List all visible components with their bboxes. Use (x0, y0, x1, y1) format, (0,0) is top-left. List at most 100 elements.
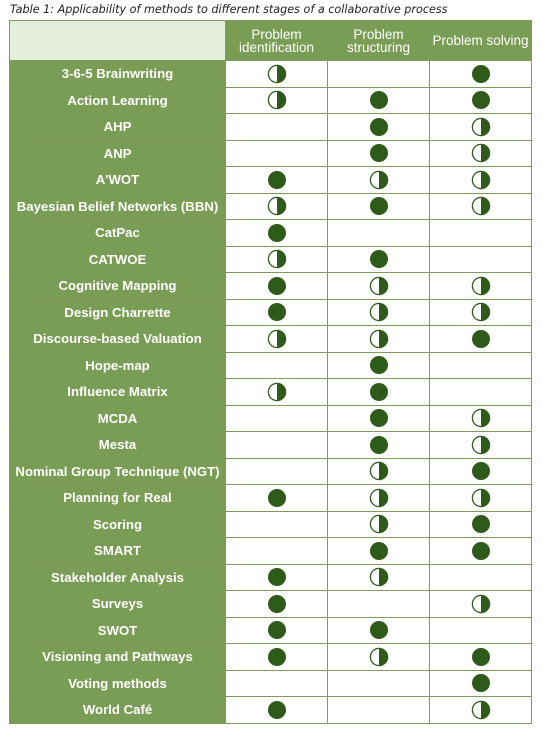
applicability-cell (225, 537, 328, 565)
applicability-cell (429, 431, 532, 459)
applicability-cell (327, 192, 430, 220)
table-body: 3-6-5 Brainwriting Action Learning AHP ANP A… (9, 60, 532, 724)
half-circle-icon (369, 461, 388, 481)
applicability-cell (327, 457, 430, 485)
applicability-cell (225, 669, 328, 697)
applicability-cell (225, 219, 328, 247)
method-name: AHP (9, 113, 226, 141)
half-circle-icon (369, 170, 388, 190)
method-name: 3-6-5 Brainwriting (9, 60, 226, 88)
applicability-cell (327, 643, 430, 671)
applicability-table: Problem identification Problem structuri… (9, 20, 532, 724)
half-circle-icon (471, 196, 490, 216)
method-name: ANP (9, 139, 226, 167)
half-circle-icon (471, 143, 490, 163)
method-name: Scoring (9, 510, 226, 538)
column-header-problem-solving: Problem solving (429, 20, 532, 61)
table-row: Visioning and Pathways (9, 643, 532, 671)
table-row: CATWOE (9, 245, 532, 273)
table-row: ANP (9, 139, 532, 167)
table-row: Surveys (9, 590, 532, 618)
method-name: Planning for Real (9, 484, 226, 512)
table-row: A'WOT (9, 166, 532, 194)
table-row: SMART (9, 537, 532, 565)
applicability-cell (225, 139, 328, 167)
half-circle-icon (369, 647, 388, 667)
table-row: Cognitive Mapping (9, 272, 532, 300)
full-circle-icon (267, 568, 286, 587)
half-circle-icon (369, 302, 388, 322)
half-circle-icon (369, 488, 388, 508)
full-circle-icon (369, 621, 388, 640)
table-row: Discourse-based Valuation (9, 325, 532, 353)
full-circle-icon (267, 700, 286, 719)
applicability-cell (429, 378, 532, 406)
full-circle-icon (267, 276, 286, 295)
applicability-cell (327, 245, 430, 273)
table-row: Stakeholder Analysis (9, 563, 532, 591)
column-header-problem-identification: Problem identification (225, 20, 328, 61)
applicability-cell (429, 696, 532, 724)
full-circle-icon (369, 435, 388, 454)
full-circle-icon (471, 541, 490, 560)
applicability-cell (225, 643, 328, 671)
table-row: Hope-map (9, 351, 532, 379)
applicability-cell (225, 404, 328, 432)
applicability-cell (327, 563, 430, 591)
applicability-cell (327, 272, 430, 300)
applicability-cell (225, 431, 328, 459)
method-name: Action Learning (9, 86, 226, 114)
half-circle-icon (471, 170, 490, 190)
column-header-problem-structuring: Problem structuring (327, 20, 430, 61)
table-row: Influence Matrix (9, 378, 532, 406)
applicability-cell (327, 378, 430, 406)
applicability-cell (429, 537, 532, 565)
half-circle-icon (267, 90, 286, 110)
half-circle-icon (471, 700, 490, 720)
full-circle-icon (369, 144, 388, 163)
table-row: Design Charrette (9, 298, 532, 326)
half-circle-icon (369, 329, 388, 349)
applicability-cell (429, 219, 532, 247)
applicability-cell (429, 139, 532, 167)
applicability-cell (327, 298, 430, 326)
table-row: Voting methods (9, 669, 532, 697)
applicability-cell (327, 219, 430, 247)
method-name: SMART (9, 537, 226, 565)
table-row: Scoring (9, 510, 532, 538)
table-row: Mesta (9, 431, 532, 459)
applicability-cell (429, 60, 532, 88)
table-row: SWOT (9, 616, 532, 644)
full-circle-icon (267, 488, 286, 507)
applicability-cell (429, 590, 532, 618)
applicability-cell (429, 166, 532, 194)
table-row: Planning for Real (9, 484, 532, 512)
half-circle-icon (471, 302, 490, 322)
applicability-cell (429, 86, 532, 114)
method-name: Mesta (9, 431, 226, 459)
table-row: 3-6-5 Brainwriting (9, 60, 532, 88)
full-circle-icon (369, 541, 388, 560)
applicability-cell (327, 166, 430, 194)
method-name: Bayesian Belief Networks (BBN) (9, 192, 226, 220)
applicability-cell (327, 484, 430, 512)
full-circle-icon (369, 250, 388, 269)
half-circle-icon (369, 514, 388, 534)
full-circle-icon (471, 515, 490, 534)
applicability-cell (429, 272, 532, 300)
full-circle-icon (267, 594, 286, 613)
header-corner (9, 20, 226, 61)
applicability-cell (429, 484, 532, 512)
method-name: CATWOE (9, 245, 226, 273)
applicability-cell (225, 563, 328, 591)
table-row: Bayesian Belief Networks (BBN) (9, 192, 532, 220)
half-circle-icon (267, 196, 286, 216)
half-circle-icon (471, 488, 490, 508)
full-circle-icon (267, 223, 286, 242)
applicability-cell (225, 378, 328, 406)
full-circle-icon (471, 647, 490, 666)
method-name: Voting methods (9, 669, 226, 697)
half-circle-icon (369, 567, 388, 587)
half-circle-icon (267, 64, 286, 84)
applicability-cell (327, 351, 430, 379)
